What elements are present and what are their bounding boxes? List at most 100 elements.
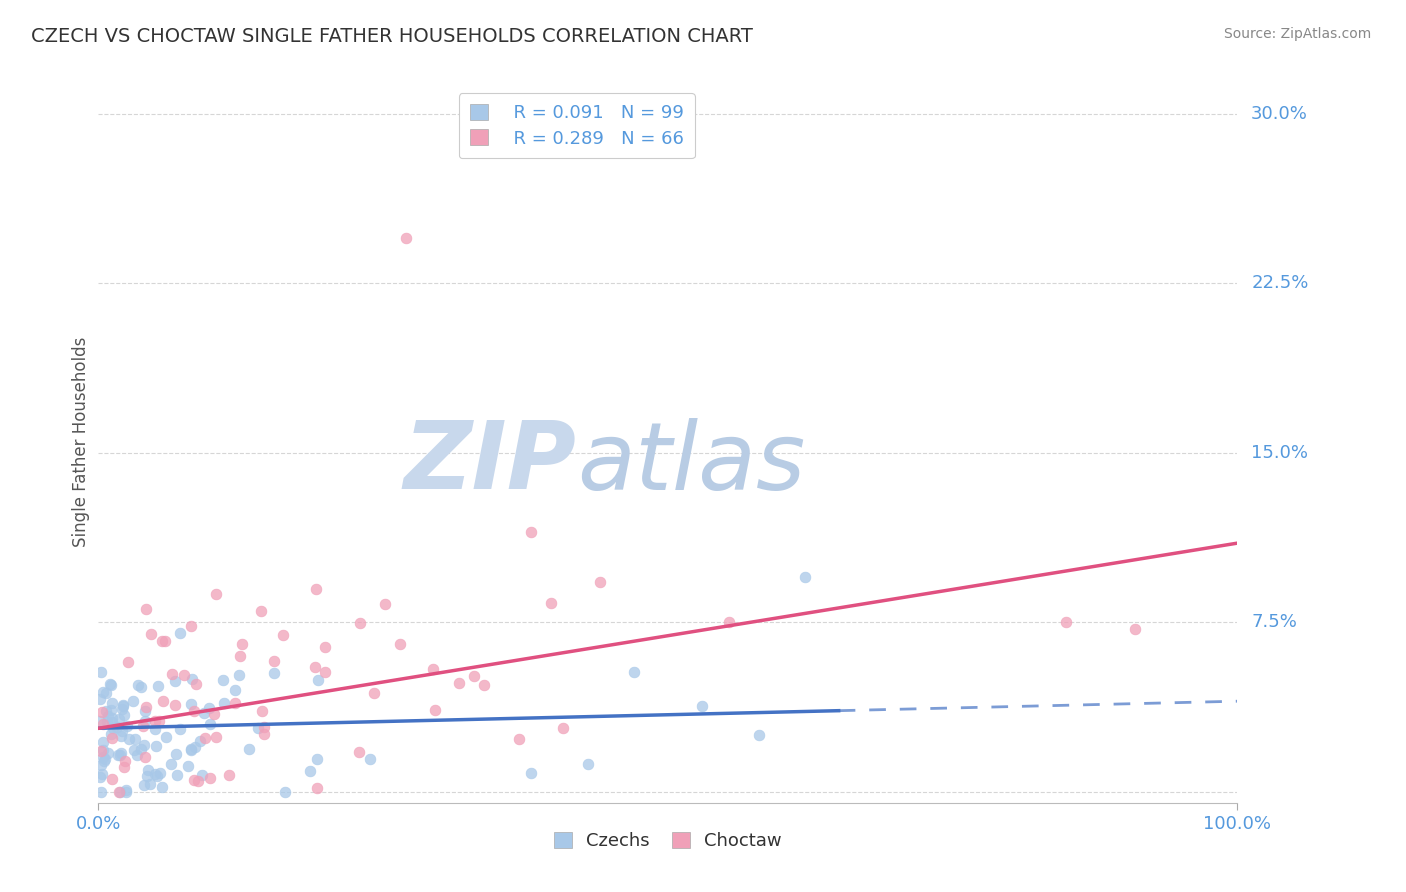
Point <box>231 637 253 651</box>
Point <box>183 773 205 788</box>
Point <box>91 766 114 780</box>
Point <box>349 615 371 630</box>
Point <box>129 681 152 695</box>
Point <box>112 698 135 713</box>
Point <box>94 752 117 766</box>
Point <box>180 741 202 756</box>
Point <box>169 722 191 736</box>
Point <box>793 570 815 584</box>
Point <box>191 768 214 782</box>
Point <box>576 757 599 772</box>
Point <box>136 763 159 777</box>
Point <box>135 602 157 616</box>
Point <box>271 627 294 641</box>
Point <box>588 574 610 589</box>
Point <box>127 678 149 692</box>
Point <box>423 703 446 717</box>
Point <box>90 744 112 758</box>
Point <box>314 640 336 654</box>
Point <box>150 780 173 794</box>
Point <box>139 777 162 791</box>
Point <box>112 708 135 723</box>
Y-axis label: Single Father Households: Single Father Households <box>72 336 90 547</box>
Point <box>108 784 131 798</box>
Point <box>224 682 246 697</box>
Point <box>100 678 122 692</box>
Point <box>183 704 205 718</box>
Point <box>472 677 495 691</box>
Point <box>247 721 270 735</box>
Point <box>103 721 125 735</box>
Point <box>263 665 285 680</box>
Point <box>748 728 770 742</box>
Point <box>1054 615 1078 630</box>
Point <box>135 700 157 714</box>
Point <box>422 662 444 676</box>
Point <box>253 720 276 734</box>
Point <box>180 619 202 633</box>
Point <box>214 696 236 710</box>
Point <box>273 784 295 798</box>
Point <box>717 615 740 629</box>
Point <box>114 754 136 768</box>
Text: atlas: atlas <box>576 417 806 508</box>
Point <box>101 772 124 786</box>
Point <box>145 739 167 754</box>
Point <box>169 626 191 640</box>
Point <box>238 741 260 756</box>
Point <box>148 765 170 780</box>
Point <box>90 706 112 720</box>
Point <box>253 727 276 741</box>
Point <box>307 752 329 766</box>
Point <box>177 759 200 773</box>
Point <box>463 669 485 683</box>
Point <box>118 732 141 747</box>
Point <box>198 700 221 714</box>
Point <box>180 697 202 711</box>
Point <box>93 755 115 769</box>
Point <box>395 231 418 245</box>
Point <box>115 784 138 798</box>
Point <box>91 750 114 764</box>
Point <box>447 676 470 690</box>
Point <box>97 746 120 760</box>
Point <box>90 784 112 798</box>
Point <box>307 673 329 687</box>
Text: 7.5%: 7.5% <box>1251 613 1298 632</box>
Point <box>363 686 385 700</box>
Point <box>112 759 135 773</box>
Point <box>200 716 222 731</box>
Point <box>218 768 240 782</box>
Point <box>111 702 134 716</box>
Point <box>202 707 225 722</box>
Point <box>108 712 131 726</box>
Point <box>94 686 117 700</box>
Point <box>304 582 326 597</box>
Point <box>96 705 118 719</box>
Point <box>143 722 166 736</box>
Point <box>91 743 114 757</box>
Point <box>228 668 250 682</box>
Point <box>136 769 159 783</box>
Point <box>187 773 209 788</box>
Point <box>163 698 186 712</box>
Point <box>307 781 329 796</box>
Point <box>101 715 124 730</box>
Point <box>122 743 145 757</box>
Point <box>97 709 120 723</box>
Point <box>139 626 162 640</box>
Point <box>508 731 530 746</box>
Point <box>90 665 112 680</box>
Point <box>100 702 122 716</box>
Point <box>263 654 285 668</box>
Point <box>193 706 215 720</box>
Point <box>520 524 543 539</box>
Point <box>101 697 124 711</box>
Point <box>107 748 129 763</box>
Point <box>298 764 321 778</box>
Point <box>117 655 139 669</box>
Point <box>162 667 184 681</box>
Text: 22.5%: 22.5% <box>1251 275 1309 293</box>
Point <box>129 742 152 756</box>
Point <box>122 694 145 708</box>
